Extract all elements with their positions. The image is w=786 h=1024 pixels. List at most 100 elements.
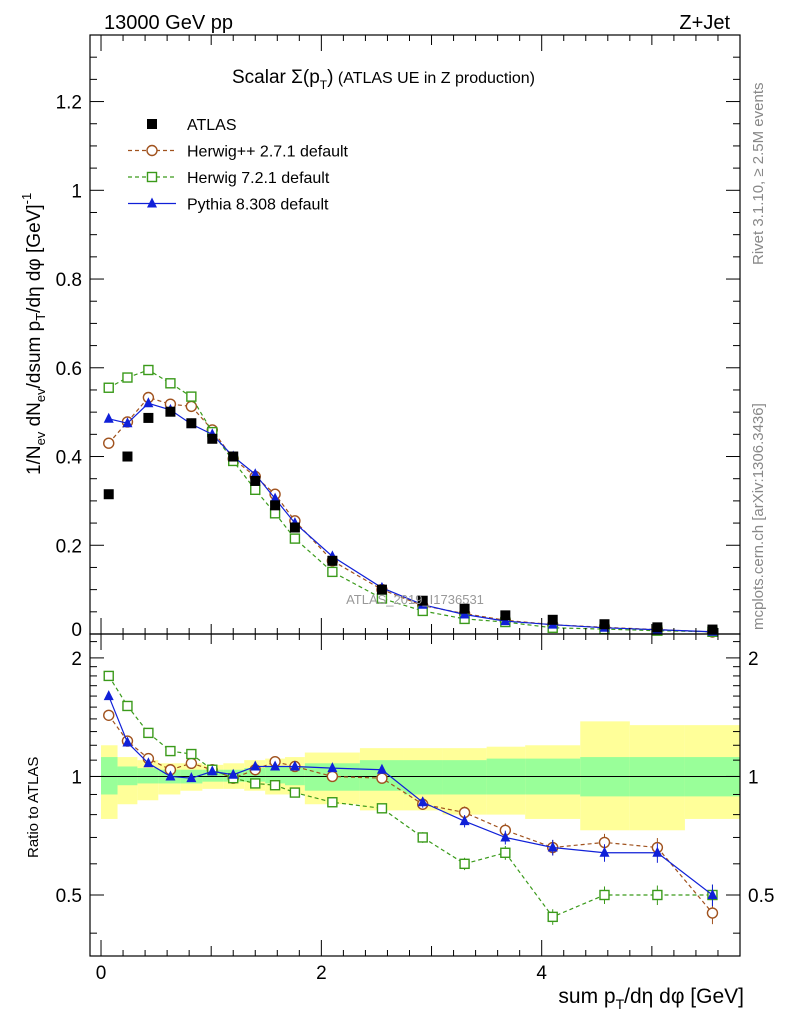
axis-ticks: 0.2 0.4 0.6 0.8 1 1.2 0 0 2 4 0.5 0.5 1 1 2 2 bbox=[56, 35, 774, 984]
main-data-point bbox=[707, 624, 718, 635]
ratio-data-point bbox=[122, 736, 133, 747]
legend-label: Herwig 7.2.1 default bbox=[187, 170, 330, 187]
band-inner-segment bbox=[285, 766, 305, 786]
main-data-point bbox=[250, 484, 261, 495]
legend-label: ATLAS bbox=[187, 117, 237, 134]
ratio-data-point bbox=[376, 772, 388, 784]
ratio-data-point bbox=[165, 770, 176, 781]
band-inner-segment bbox=[117, 766, 138, 786]
ratio-data-point bbox=[707, 888, 718, 899]
main-data-point bbox=[270, 492, 281, 503]
ratio-data-point bbox=[706, 907, 719, 919]
ratio-panel-frame bbox=[89, 633, 741, 957]
main-data-point bbox=[143, 397, 154, 408]
ratio-data-point bbox=[599, 889, 610, 901]
ratio-data-point bbox=[459, 858, 470, 870]
main-data-point bbox=[103, 489, 114, 500]
main-y-tick-label: 0.2 bbox=[56, 536, 82, 557]
main-data-point bbox=[417, 595, 428, 606]
main-data-point bbox=[250, 475, 261, 486]
ratio-y-tick-label-left: 0.5 bbox=[56, 886, 82, 907]
ratio-data-point bbox=[207, 765, 218, 776]
legend: ATLAS Herwig++ 2.7.1 default Herwig 7.2.1 … bbox=[128, 117, 349, 214]
legend-marker bbox=[146, 171, 158, 183]
x-tick-label: 0 bbox=[96, 963, 107, 984]
main-data-point bbox=[122, 372, 133, 383]
ratio-data-point bbox=[376, 803, 388, 814]
band-inner-segment bbox=[202, 769, 224, 782]
main-data-point bbox=[165, 378, 176, 389]
main-data-point bbox=[122, 417, 133, 428]
main-data-point bbox=[122, 451, 133, 462]
ratio-data-point bbox=[547, 841, 558, 852]
main-data-point bbox=[652, 622, 663, 633]
ratio-data-point bbox=[270, 760, 281, 771]
band-inner-segment bbox=[101, 757, 118, 795]
ratio-data-point bbox=[417, 832, 428, 843]
ratio-data-point bbox=[186, 772, 197, 783]
main-y-tick-label: 0 bbox=[71, 620, 82, 641]
main-y-tick-label: 1.2 bbox=[56, 93, 82, 114]
legend-label: Pythia 8.308 default bbox=[187, 197, 329, 214]
x-axis-label: sum pT/dη dφ [GeV] bbox=[558, 985, 744, 1012]
x-tick-label: 4 bbox=[536, 963, 547, 984]
main-y-tick-label: 0.8 bbox=[56, 270, 82, 291]
ratio-data-point bbox=[652, 889, 663, 901]
main-data-point bbox=[143, 364, 154, 376]
ratio-y-axis-label: Ratio to ATLAS bbox=[25, 757, 42, 858]
header-energy-label: 13000 GeV pp bbox=[104, 12, 233, 34]
ratio-y-tick-label-left: 1 bbox=[71, 767, 82, 788]
main-data-point bbox=[327, 555, 338, 566]
main-data-point bbox=[547, 614, 558, 625]
ratio-data-point bbox=[327, 762, 338, 773]
ratio-data-point bbox=[289, 787, 301, 798]
main-data-point bbox=[500, 610, 511, 621]
main-data-point bbox=[327, 566, 338, 578]
ratio-data-point bbox=[376, 763, 387, 774]
main-data-point bbox=[143, 412, 154, 423]
ratio-data-point bbox=[103, 709, 115, 721]
ratio-data-point bbox=[652, 846, 663, 857]
ratio-data-point bbox=[250, 778, 261, 789]
band-inner-segment bbox=[403, 760, 443, 795]
ratio-panel-series bbox=[103, 670, 719, 925]
main-y-tick-label: 1 bbox=[71, 181, 82, 202]
legend-label: Herwig++ 2.7.1 default bbox=[187, 144, 349, 161]
main-data-point bbox=[103, 437, 115, 449]
main-data-point bbox=[228, 451, 239, 462]
ratio-y-tick-label-left: 2 bbox=[71, 649, 82, 670]
ratio-data-point bbox=[165, 745, 176, 757]
ratio-data-point bbox=[250, 760, 261, 771]
ratio-data-point bbox=[326, 770, 339, 783]
ratio-data-point bbox=[103, 690, 114, 701]
mcplots-label: mcplots.cern.ch [arXiv:1306.3436] bbox=[750, 403, 767, 630]
main-data-point bbox=[599, 619, 610, 630]
ratio-data-point bbox=[185, 757, 198, 769]
header-process-label: Z+Jet bbox=[679, 12, 730, 34]
main-data-point bbox=[459, 603, 470, 614]
main-data-point bbox=[289, 522, 300, 533]
ratio-data-point bbox=[327, 797, 338, 808]
ratio-data-point bbox=[459, 815, 470, 826]
ratio-data-point bbox=[186, 748, 197, 760]
main-y-tick-label: 0.4 bbox=[56, 448, 83, 469]
band-inner-segment bbox=[442, 760, 487, 795]
main-data-point bbox=[103, 382, 114, 393]
ratio-y-tick-label-right: 2 bbox=[748, 649, 759, 670]
ratio-data-point bbox=[103, 670, 114, 682]
ratio-data-point bbox=[547, 911, 558, 923]
main-data-point bbox=[270, 500, 281, 511]
main-panel-series bbox=[103, 364, 719, 638]
ratio-data-point bbox=[599, 846, 610, 857]
ratio-data-point bbox=[500, 847, 511, 858]
main-data-point bbox=[165, 406, 176, 417]
main-data-point bbox=[376, 584, 387, 595]
ratio-y-tick-label-right: 0.5 bbox=[748, 886, 774, 907]
band-inner-segment bbox=[265, 766, 285, 784]
ratio-data-point bbox=[500, 831, 511, 842]
main-data-point bbox=[103, 412, 114, 423]
ratio-data-point bbox=[122, 700, 133, 712]
ratio-y-tick-label-right: 1 bbox=[748, 767, 759, 788]
analysis-watermark: ATLAS_2019_I1736531 bbox=[346, 592, 484, 607]
